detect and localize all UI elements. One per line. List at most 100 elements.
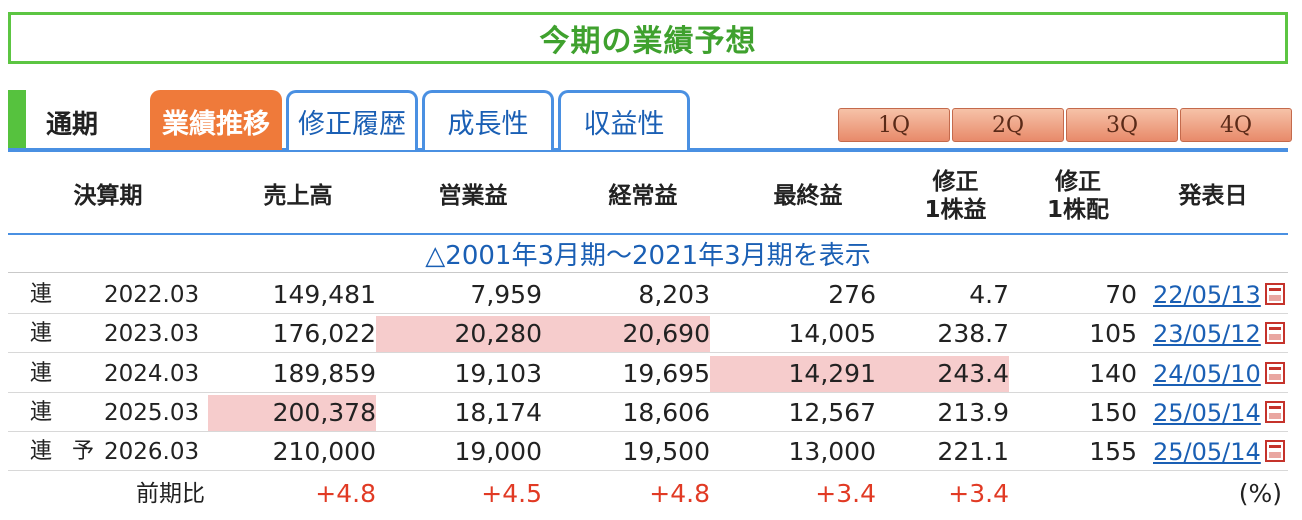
table-row: 連 2023.03 176,022 20,280 20,690 14,005 238.7 10… — [8, 314, 1288, 354]
net-profit-cell: 14,005 — [788, 319, 876, 348]
sales-cell: 189,859 — [272, 359, 376, 388]
row-divider — [8, 470, 1288, 471]
period-cell: 2023.03 — [104, 321, 200, 347]
period-cell: 2025.03 — [104, 400, 200, 426]
consolidated-mark: 連 — [30, 439, 53, 464]
net-profit-cell: 14,291 — [710, 356, 876, 392]
section-title: 今期の業績予想 — [539, 24, 757, 59]
eps-cell: 4.7 — [969, 280, 1009, 309]
announce-date-cell: 23/05/12 — [1153, 316, 1261, 352]
net-profit-cell: 12,567 — [788, 398, 876, 427]
row-divider — [8, 313, 1288, 314]
ordinary-profit-cell: 20,690 — [542, 316, 710, 352]
tab-annual-label: 通期 — [46, 110, 99, 140]
quarter-3q-button[interactable]: 3Q — [1066, 108, 1178, 142]
operating-profit-cell: 7,959 — [470, 280, 542, 309]
sales-cell: 176,022 — [272, 319, 376, 348]
announce-date-cell: 24/05/10 — [1153, 356, 1261, 392]
comparison-label: 前期比 — [136, 481, 205, 507]
change-ordinary-profit-cell: +4.8 — [649, 479, 710, 508]
eps-cell: 213.9 — [937, 398, 1009, 427]
announce-date-cell: 22/05/13 — [1153, 277, 1261, 313]
announce-date-cell: 25/05/14 — [1153, 395, 1261, 431]
operating-profit-cell: 19,000 — [454, 437, 542, 466]
col-net-profit-header: 最終益 — [773, 183, 843, 209]
announce-date-cell: 25/05/14 — [1153, 434, 1261, 470]
change-operating-profit-cell: +4.5 — [481, 479, 542, 508]
col-period-header: 決算期 — [73, 183, 143, 209]
row-divider — [8, 352, 1288, 353]
announce-date-link[interactable]: 25/05/14 — [1153, 399, 1261, 427]
col-sales-header: 売上高 — [263, 183, 333, 209]
tab-bar: 通期 業績推移 修正履歴 成長性 収益性 1Q 2Q 3Q 4Q — [8, 88, 1292, 152]
pdf-icon[interactable] — [1265, 440, 1285, 462]
forecast-mark: 予 — [72, 439, 95, 464]
col-dps-header: 修正 1株配 — [1046, 169, 1109, 223]
sales-cell: 149,481 — [272, 280, 376, 309]
col-announce-date-header: 発表日 — [1178, 183, 1248, 209]
tab-revision-history[interactable]: 修正履歴 — [286, 90, 418, 150]
header-divider — [8, 233, 1288, 235]
dps-cell: 155 — [1089, 437, 1137, 466]
ordinary-profit-cell: 18,606 — [622, 398, 710, 427]
table-row: 連 2025.03 200,378 18,174 18,606 12,567 213.9 15… — [8, 393, 1288, 433]
announce-date-link[interactable]: 23/05/12 — [1153, 320, 1261, 348]
dps-cell: 150 — [1089, 398, 1137, 427]
table-row: 連 2024.03 189,859 19,103 19,695 14,291 243.4 14… — [8, 354, 1288, 394]
operating-profit-cell: 18,174 — [454, 398, 542, 427]
sales-cell: 210,000 — [272, 437, 376, 466]
net-profit-cell: 276 — [828, 280, 876, 309]
table-row: 連予 2026.03 210,000 19,000 19,500 13,000 221.1 1… — [8, 432, 1288, 472]
announce-date-link[interactable]: 22/05/13 — [1153, 281, 1261, 309]
dps-cell: 70 — [1105, 280, 1137, 309]
pdf-icon[interactable] — [1265, 362, 1285, 384]
row-divider — [8, 431, 1288, 432]
change-eps-cell: +3.4 — [948, 479, 1009, 508]
change-net-profit-cell: +3.4 — [815, 479, 876, 508]
quarter-4q-button[interactable]: 4Q — [1180, 108, 1292, 142]
net-profit-cell: 13,000 — [788, 437, 876, 466]
operating-profit-cell: 20,280 — [376, 316, 542, 352]
pdf-icon[interactable] — [1265, 322, 1285, 344]
ordinary-profit-cell: 19,500 — [622, 437, 710, 466]
ordinary-profit-cell: 19,695 — [622, 359, 710, 388]
unit-label: (%) — [1238, 479, 1282, 508]
pdf-icon[interactable] — [1265, 283, 1285, 305]
tab-baseline — [8, 148, 1288, 152]
change-sales-cell: +4.8 — [315, 479, 376, 508]
eps-cell: 243.4 — [876, 356, 1009, 392]
row-divider — [8, 392, 1288, 393]
col-operating-profit-header: 営業益 — [438, 183, 508, 209]
consolidated-mark: 連 — [30, 321, 53, 346]
col-ordinary-profit-header: 経常益 — [608, 183, 678, 209]
pdf-icon[interactable] — [1265, 401, 1285, 423]
announce-date-link[interactable]: 25/05/14 — [1153, 438, 1261, 466]
period-cell: 2022.03 — [104, 282, 200, 308]
table-row: 連 2022.03 149,481 7,959 8,203 276 4.7 70 22/05/1… — [8, 275, 1288, 315]
consolidated-mark: 連 — [30, 361, 53, 386]
history-divider — [8, 272, 1288, 273]
tab-performance[interactable]: 業績推移 — [150, 90, 282, 150]
dps-cell: 105 — [1089, 319, 1137, 348]
tab-profitability[interactable]: 収益性 — [558, 90, 690, 150]
sales-cell: 200,378 — [208, 395, 376, 431]
eps-cell: 238.7 — [937, 319, 1009, 348]
section-title-box: 今期の業績予想 — [8, 12, 1288, 64]
period-cell: 2024.03 — [104, 361, 200, 387]
quarter-2q-button[interactable]: 2Q — [952, 108, 1064, 142]
comparison-row: 前期比 +4.8 +4.5 +4.8 +3.4 +3.4 (%) — [8, 474, 1288, 514]
table-header: 決算期 売上高 営業益 経常益 最終益 修正 1株益 修正 1株配 発表日 — [8, 160, 1288, 232]
dps-cell: 140 — [1089, 359, 1137, 388]
show-history-link[interactable]: △2001年3月期～2021年3月期を表示 — [425, 240, 871, 271]
operating-profit-cell: 19,103 — [454, 359, 542, 388]
eps-cell: 221.1 — [937, 437, 1009, 466]
period-cell: 2026.03 — [104, 439, 200, 465]
consolidated-mark: 連 — [30, 400, 53, 425]
tab-growth[interactable]: 成長性 — [422, 90, 554, 150]
consolidated-mark: 連 — [30, 282, 53, 307]
quarter-1q-button[interactable]: 1Q — [838, 108, 950, 142]
announce-date-link[interactable]: 24/05/10 — [1153, 360, 1261, 388]
ordinary-profit-cell: 8,203 — [638, 280, 710, 309]
history-row: △2001年3月期～2021年3月期を表示 — [8, 235, 1288, 271]
quarter-buttons: 1Q 2Q 3Q 4Q — [838, 108, 1294, 142]
